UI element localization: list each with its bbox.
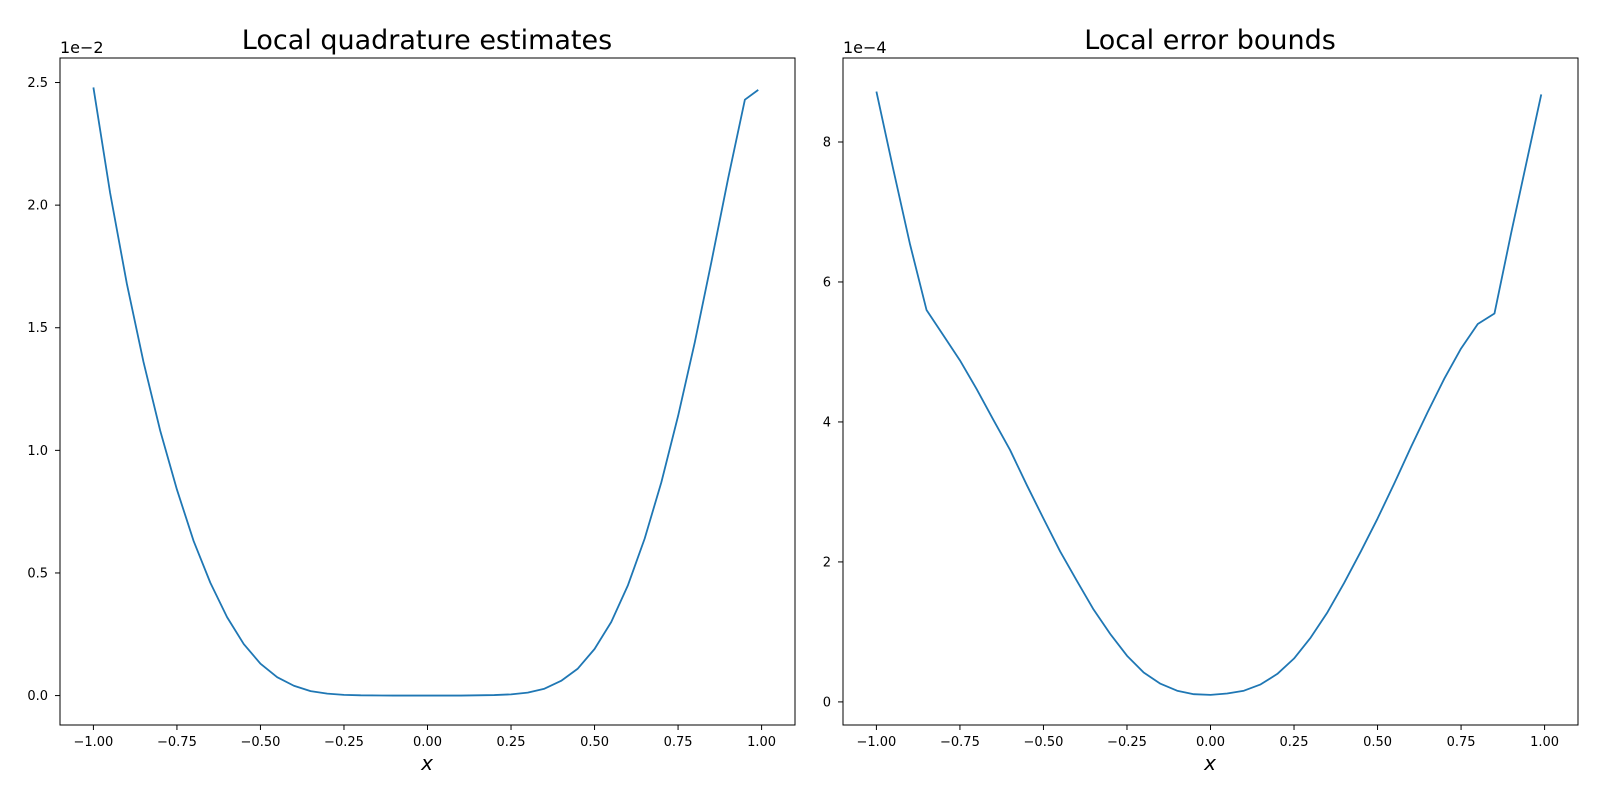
y-tick-label: 2 xyxy=(823,555,831,570)
y-tick-label: 1.5 xyxy=(27,321,48,336)
x-tick-label: 0.00 xyxy=(1196,735,1225,750)
x-tick-label: 0.00 xyxy=(413,735,442,750)
axes-frame xyxy=(59,57,796,726)
y-tick-label: 0.0 xyxy=(27,689,48,704)
y-tick-label: 8 xyxy=(823,135,831,150)
x-tick-label: −0.25 xyxy=(1107,735,1147,750)
chart-local-error-bounds: Local error bounds 1e−4 x −1.00 −0.75 −0.5… xyxy=(823,25,1579,775)
axes-frame xyxy=(842,57,1579,726)
x-tick-label: −0.75 xyxy=(940,735,980,750)
y-tick-label: 1.0 xyxy=(27,444,48,459)
x-tick-label: −1.00 xyxy=(73,735,113,750)
plot-area: −1.00 −0.75 −0.50 −0.25 0.00 0.25 0.50 0.75 1.00… xyxy=(27,57,796,750)
x-tick-label: 0.75 xyxy=(664,735,693,750)
y-tick-label: 0.5 xyxy=(27,566,48,581)
chart-local-quadrature: Local quadrature estimates 1e−2 x −1.00 −… xyxy=(27,25,796,775)
x-tick-label: 0.25 xyxy=(1280,735,1309,750)
x-tick-label: −1.00 xyxy=(856,735,896,750)
x-tick-label: −0.75 xyxy=(157,735,197,750)
x-tick-label: 1.00 xyxy=(1530,735,1559,750)
y-tick-label: 4 xyxy=(823,415,831,430)
x-tick-label: −0.50 xyxy=(241,735,281,750)
x-axis-label: x xyxy=(1203,751,1216,775)
y-tick-label: 2.5 xyxy=(27,76,48,91)
y-tick-label: 0 xyxy=(823,695,831,710)
x-axis-label: x xyxy=(420,751,433,775)
y-tick-label: 2.0 xyxy=(27,199,48,214)
x-tick-label: 0.50 xyxy=(1363,735,1392,750)
y-offset-label: 1e−4 xyxy=(843,38,887,57)
chart-title: Local quadrature estimates xyxy=(242,25,612,56)
x-tick-label: 1.00 xyxy=(747,735,776,750)
x-tick-label: −0.25 xyxy=(324,735,364,750)
chart-title: Local error bounds xyxy=(1084,25,1336,56)
series-line xyxy=(875,91,1543,696)
x-tick-label: 0.50 xyxy=(580,735,609,750)
y-offset-label: 1e−2 xyxy=(60,38,104,57)
y-tick-label: 6 xyxy=(823,275,831,290)
series-line xyxy=(92,87,759,697)
x-tick-label: 0.25 xyxy=(497,735,526,750)
x-tick-label: 0.75 xyxy=(1447,735,1476,750)
plot-area: −1.00 −0.75 −0.50 −0.25 0.00 0.25 0.50 0.75 1.00… xyxy=(823,57,1579,750)
x-tick-label: −0.50 xyxy=(1024,735,1064,750)
